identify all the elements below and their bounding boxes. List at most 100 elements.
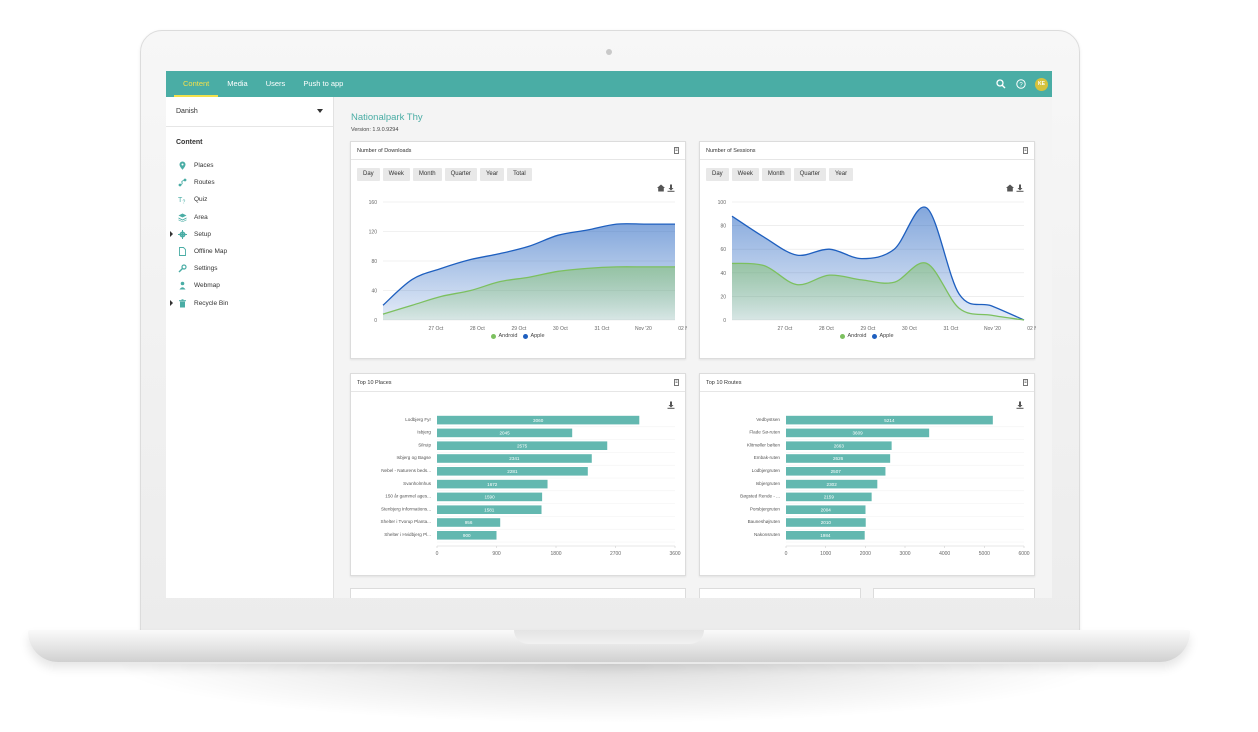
x-tick-label: 3000 xyxy=(899,551,910,557)
laptop-shadow xyxy=(110,664,1110,724)
bar-value-label: 2341 xyxy=(509,456,520,461)
search-icon[interactable] xyxy=(995,79,1006,90)
card-title: Number of Downloads xyxy=(357,147,412,154)
sidebar-item-recycle-bin[interactable]: Recycle Bin xyxy=(166,295,333,312)
x-tick-label: 02 No xyxy=(1027,326,1036,332)
download-icon[interactable] xyxy=(1016,184,1024,192)
category-label: Klitmøller bølten xyxy=(747,442,781,447)
bar[interactable] xyxy=(786,518,866,527)
range-button-month[interactable]: Month xyxy=(412,168,442,181)
sidebar-item-offline-map[interactable]: Offline Map xyxy=(166,243,333,260)
sidebar-item-label: Offline Map xyxy=(194,248,228,256)
expand-icon[interactable] xyxy=(673,379,680,386)
card-title: Top 10 Places xyxy=(357,379,392,386)
bar[interactable] xyxy=(786,441,892,450)
help-icon[interactable]: ? xyxy=(1015,79,1026,90)
range-button-day[interactable]: Day xyxy=(357,168,380,181)
category-label: Embak-ruten xyxy=(754,455,781,460)
range-button-quarter[interactable]: Quarter xyxy=(444,168,477,181)
download-icon[interactable] xyxy=(667,184,675,192)
sidebar-item-area[interactable]: Area xyxy=(166,209,333,226)
range-button-total[interactable]: Total xyxy=(507,168,532,181)
legend-item-android[interactable]: Android xyxy=(491,333,517,339)
bar[interactable] xyxy=(786,467,886,476)
sidebar-item-webmap[interactable]: Webmap xyxy=(166,277,333,294)
sidebar-item-routes[interactable]: Routes xyxy=(166,174,333,191)
expand-icon[interactable] xyxy=(673,147,680,154)
home-icon[interactable] xyxy=(657,184,665,192)
bar[interactable] xyxy=(437,441,608,450)
bar[interactable] xyxy=(786,531,865,540)
x-tick-label: 02 No xyxy=(678,326,687,332)
sidebar-item-quiz[interactable]: T? Quiz xyxy=(166,191,333,208)
series-line-android[interactable] xyxy=(731,262,1025,321)
category-label: Vedbystsen xyxy=(756,417,780,422)
bar[interactable] xyxy=(437,531,497,540)
route-icon xyxy=(178,178,187,187)
bar[interactable] xyxy=(437,492,543,502)
bar[interactable] xyxy=(437,428,573,438)
category-label: Bauneshøjruten xyxy=(748,519,781,524)
bar[interactable] xyxy=(786,492,872,502)
bar[interactable] xyxy=(437,415,640,425)
download-icon[interactable] xyxy=(1016,401,1024,409)
bar[interactable] xyxy=(437,467,588,476)
category-label: Isbjerg og Bagse xyxy=(397,455,432,460)
dashboard-main: Nationalpark Thy Version: 1.9.0.9294 Num… xyxy=(334,97,1052,598)
area-fill-android xyxy=(732,262,1024,320)
svg-text:?: ? xyxy=(183,200,186,205)
legend-item-android[interactable]: Android xyxy=(840,333,866,339)
bar[interactable] xyxy=(786,479,878,489)
sessions-area-chart: 0 20 40 60 80 100 27 Oct 28 Oct 29 Oct 30 Oct 31 O… xyxy=(718,200,1036,332)
bar[interactable] xyxy=(786,454,891,463)
range-button-week[interactable]: Week xyxy=(382,168,410,181)
legend-item-apple[interactable]: Apple xyxy=(872,333,894,339)
range-button-week[interactable]: Week xyxy=(731,168,759,181)
bar[interactable] xyxy=(786,415,993,425)
language-select[interactable]: Danish xyxy=(166,97,333,127)
sidebar-item-settings[interactable]: Settings xyxy=(166,260,333,277)
legend-label: Apple xyxy=(530,333,545,339)
sidebar-item-places[interactable]: Places xyxy=(166,157,333,174)
tab-media[interactable]: Media xyxy=(227,79,248,88)
time-range-selector: Day Week Month Quarter Year Total xyxy=(357,168,532,181)
bar[interactable] xyxy=(437,479,548,489)
expand-caret-icon[interactable] xyxy=(170,299,173,306)
sidebar-item-setup[interactable]: Setup xyxy=(166,226,333,243)
bar[interactable] xyxy=(786,505,866,514)
x-tick-label: 27 Oct xyxy=(429,326,444,332)
bar[interactable] xyxy=(437,518,501,527)
card-header: Top 10 Routes xyxy=(700,374,1034,392)
bar[interactable] xyxy=(437,454,592,463)
range-button-year[interactable]: Year xyxy=(828,168,854,181)
tab-users[interactable]: Users xyxy=(265,79,286,88)
area-fill-android xyxy=(383,266,675,320)
home-icon[interactable] xyxy=(1006,184,1014,192)
bar[interactable] xyxy=(786,428,930,438)
bar[interactable] xyxy=(437,505,542,514)
range-button-quarter[interactable]: Quarter xyxy=(793,168,826,181)
card-header: Number of Sessions xyxy=(700,142,1034,160)
user-avatar[interactable]: KE xyxy=(1035,77,1048,91)
top-places-card: Top 10 Places 0 900 1800 2700 3600 Lodbjerg F… xyxy=(350,373,686,576)
y-tick-label: 160 xyxy=(369,200,378,206)
laptop-notch xyxy=(514,630,704,644)
expand-icon[interactable] xyxy=(1022,147,1029,154)
bar-value-label: 1984 xyxy=(820,533,831,538)
series-line-apple[interactable] xyxy=(731,206,1025,321)
bar-value-label: 2575 xyxy=(517,443,528,448)
download-icon[interactable] xyxy=(667,401,675,409)
range-button-day[interactable]: Day xyxy=(706,168,729,181)
tab-push-to-app[interactable]: Push to app xyxy=(303,79,344,88)
bar-value-label: 2302 xyxy=(827,482,838,487)
series-line-android[interactable] xyxy=(382,266,675,315)
legend-item-apple[interactable]: Apple xyxy=(523,333,545,339)
range-button-month[interactable]: Month xyxy=(761,168,791,181)
tab-content[interactable]: Content xyxy=(174,71,219,97)
series-line-apple[interactable] xyxy=(382,223,675,306)
y-tick-label: 80 xyxy=(371,259,377,265)
expand-icon[interactable] xyxy=(1022,379,1029,386)
range-button-year[interactable]: Year xyxy=(479,168,505,181)
expand-caret-icon[interactable] xyxy=(170,230,173,237)
sidebar-heading: Content xyxy=(176,139,203,146)
